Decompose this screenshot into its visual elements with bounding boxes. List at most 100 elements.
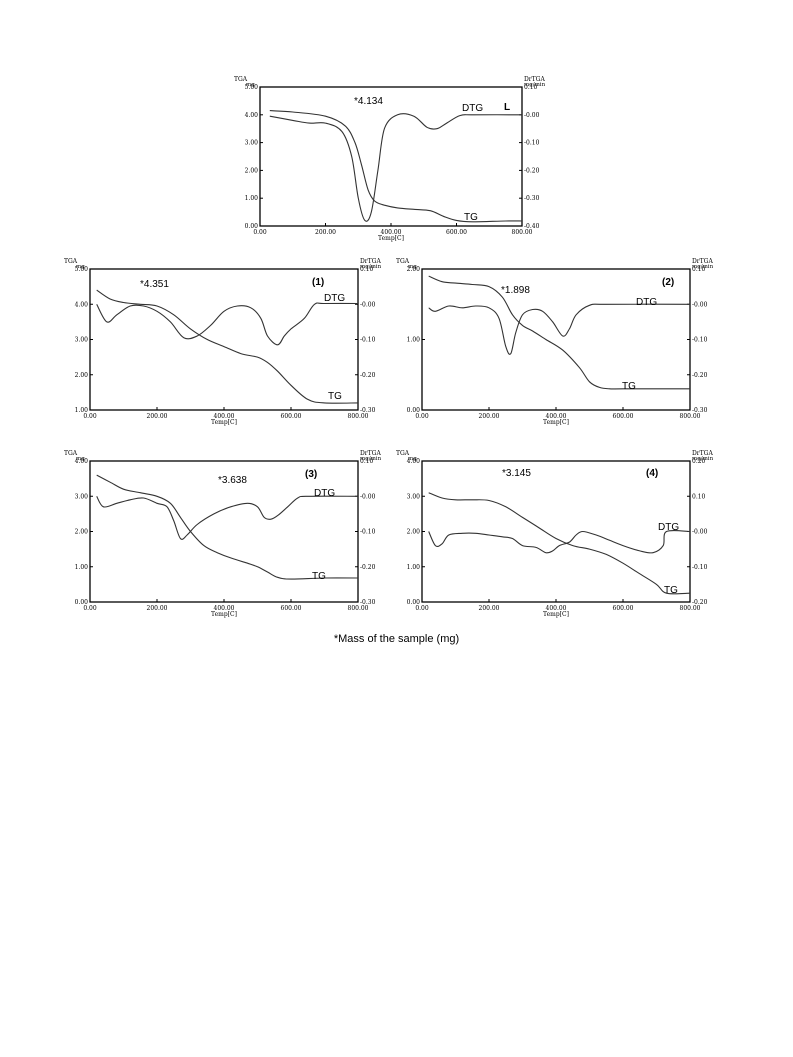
y-tick-label: 4.00 bbox=[245, 112, 259, 119]
x-tick-label: 400.00 bbox=[546, 605, 567, 612]
y2-tick-label: 0.20 bbox=[692, 458, 706, 465]
y2-tick-label: -0.30 bbox=[692, 407, 708, 414]
y2-tick-label: -0.00 bbox=[692, 301, 708, 308]
x-axis-label: Temp[C] bbox=[543, 419, 569, 426]
y2-tick-label: 0.10 bbox=[360, 266, 374, 273]
right-axis-title: DrTGA bbox=[524, 76, 545, 83]
chart-panel-2: TGA mg DrTGA mg/min 0.00 1.00 2.00 -0.30 -0.20 -0… bbox=[396, 258, 732, 430]
right-axis-unit: mg/min bbox=[360, 456, 382, 462]
x-tick-label: 400.00 bbox=[546, 413, 567, 420]
y-tick-label: 3.00 bbox=[245, 140, 259, 147]
y-tick-label: 2.00 bbox=[75, 529, 89, 536]
x-tick-label: 400.00 bbox=[214, 413, 235, 420]
tg-curve bbox=[96, 289, 359, 404]
y2-tick-label: -0.30 bbox=[524, 195, 540, 202]
chart-panel-L: TGA mg DrTGA mg/min 0.00 1.00 2.00 3.00 4.00 5.00… bbox=[232, 74, 564, 246]
x-tick-label: 0.00 bbox=[415, 413, 429, 420]
chart-panel-4: TGA mg DrTGA mg/min 0.00 1.00 2.00 3.00 4.00 -0.2… bbox=[396, 450, 732, 622]
tg-curve bbox=[428, 492, 691, 595]
y-tick-label: 5.00 bbox=[245, 84, 259, 91]
y2-tick-label: -0.10 bbox=[692, 337, 708, 344]
sample-mass-annotation: *3.638 bbox=[218, 475, 247, 486]
y2-tick-label: -0.00 bbox=[524, 112, 540, 119]
right-axis-title: DrTGA bbox=[692, 258, 713, 265]
x-tick-label: 600.00 bbox=[613, 605, 634, 612]
panel-label: (2) bbox=[662, 277, 674, 288]
left-axis-title: TGA bbox=[64, 450, 78, 457]
panel-label: L bbox=[504, 102, 510, 113]
tg-series-label: TG bbox=[328, 391, 342, 402]
y2-tick-label: -0.30 bbox=[360, 407, 376, 414]
y-tick-label: 1.00 bbox=[245, 195, 259, 202]
y-tick-label: 4.00 bbox=[75, 458, 89, 465]
x-tick-label: 0.00 bbox=[415, 605, 429, 612]
y-tick-label: 0.00 bbox=[407, 599, 421, 606]
chart-panel-1: TGA mg DrTGA mg/min 1.00 2.00 3.00 4.00 5.00 -0.3… bbox=[62, 258, 400, 430]
y-tick-label: 3.00 bbox=[75, 337, 89, 344]
dtg-series-label: DTG bbox=[462, 103, 483, 114]
x-tick-label: 400.00 bbox=[381, 229, 402, 236]
panel-label: (1) bbox=[312, 277, 324, 288]
dtg-curve bbox=[269, 113, 523, 222]
y-tick-label: 1.00 bbox=[407, 337, 421, 344]
y-tick-label: 1.00 bbox=[75, 564, 89, 571]
tg-series-label: TG bbox=[312, 571, 326, 582]
y2-tick-label: -0.20 bbox=[524, 167, 540, 174]
y2-tick-label: -0.00 bbox=[692, 529, 708, 536]
plot-frame bbox=[89, 268, 359, 411]
dtg-series-label: DTG bbox=[324, 293, 345, 304]
left-axis-title: TGA bbox=[396, 450, 410, 457]
dtg-curve bbox=[428, 303, 691, 355]
x-tick-label: 800.00 bbox=[348, 605, 369, 612]
y2-tick-label: -0.20 bbox=[692, 372, 708, 379]
y-tick-label: 2.00 bbox=[407, 266, 421, 273]
y-tick-label: 2.00 bbox=[245, 167, 259, 174]
sample-mass-annotation: *4.134 bbox=[354, 96, 383, 107]
dtg-curve bbox=[96, 495, 359, 540]
footnote: *Mass of the sample (mg) bbox=[333, 633, 460, 645]
x-tick-label: 800.00 bbox=[348, 413, 369, 420]
x-tick-label: 200.00 bbox=[147, 413, 168, 420]
tg-series-label: TG bbox=[622, 381, 636, 392]
x-axis-label: Temp[C] bbox=[211, 419, 237, 426]
x-tick-label: 200.00 bbox=[315, 229, 336, 236]
y2-tick-label: -0.10 bbox=[692, 564, 708, 571]
tg-curve bbox=[269, 110, 523, 223]
y2-tick-label: -0.00 bbox=[360, 493, 376, 500]
y2-tick-label: 0.10 bbox=[692, 493, 706, 500]
dtg-series-label: DTG bbox=[658, 522, 679, 533]
left-axis-title: TGA bbox=[234, 76, 248, 83]
plot-frame bbox=[421, 460, 691, 603]
left-axis-unit: mg bbox=[246, 82, 255, 88]
x-tick-label: 0.00 bbox=[83, 605, 97, 612]
x-tick-label: 0.00 bbox=[253, 229, 267, 236]
y2-tick-label: 0.10 bbox=[360, 458, 374, 465]
y2-tick-label: 0.10 bbox=[692, 266, 706, 273]
right-axis-unit: mg/min bbox=[692, 264, 714, 270]
y-tick-label: 0.00 bbox=[245, 223, 259, 230]
y2-tick-label: -0.30 bbox=[360, 599, 376, 606]
x-tick-label: 400.00 bbox=[214, 605, 235, 612]
x-tick-label: 200.00 bbox=[479, 605, 500, 612]
y2-tick-label: -0.20 bbox=[692, 599, 708, 606]
y2-tick-label: -0.00 bbox=[360, 301, 376, 308]
dtg-series-label: DTG bbox=[636, 297, 657, 308]
x-tick-label: 200.00 bbox=[479, 413, 500, 420]
chart-panel-3: TGA mg DrTGA mg/min 0.00 1.00 2.00 3.00 4.00 -0.3… bbox=[62, 450, 400, 622]
x-tick-label: 800.00 bbox=[680, 413, 701, 420]
left-axis-title: TGA bbox=[64, 258, 78, 265]
x-tick-label: 200.00 bbox=[147, 605, 168, 612]
y2-tick-label: 0.10 bbox=[524, 84, 538, 91]
x-axis-label: Temp[C] bbox=[211, 611, 237, 618]
x-tick-label: 600.00 bbox=[281, 605, 302, 612]
y-tick-label: 0.00 bbox=[407, 407, 421, 414]
y-tick-label: 4.00 bbox=[75, 301, 89, 308]
y2-tick-label: -0.10 bbox=[360, 529, 376, 536]
x-tick-label: 600.00 bbox=[281, 413, 302, 420]
y-tick-label: 1.00 bbox=[75, 407, 89, 414]
x-tick-label: 600.00 bbox=[446, 229, 467, 236]
